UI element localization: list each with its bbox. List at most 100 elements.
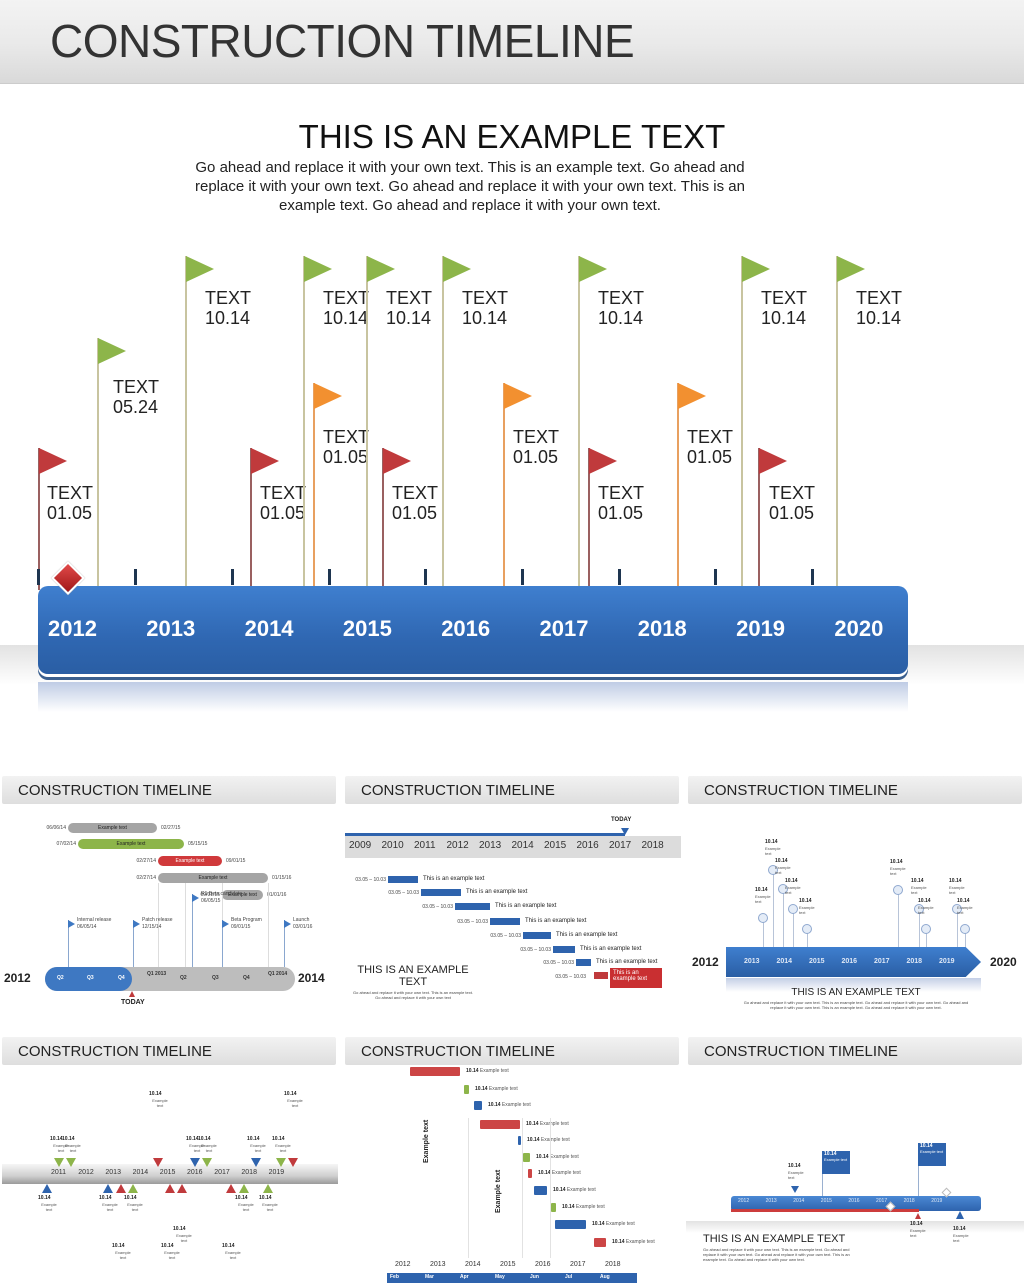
today-marker-icon bbox=[129, 991, 135, 997]
marker-down-icon bbox=[66, 1158, 76, 1167]
arrow-bar bbox=[726, 947, 981, 977]
guide-line bbox=[158, 883, 159, 973]
year-label: 2014 bbox=[511, 840, 534, 851]
gantt-bar bbox=[518, 1136, 521, 1145]
year-label: 2014 bbox=[776, 958, 793, 965]
month-label: Apr bbox=[460, 1274, 469, 1280]
flag-pole bbox=[578, 256, 580, 590]
callout-box: 10.14 Example text bbox=[822, 1151, 850, 1174]
guide-line bbox=[268, 883, 269, 973]
milestone-pole bbox=[68, 920, 69, 967]
marker-date: 10.14 bbox=[272, 1136, 285, 1142]
pin-text: Example text bbox=[911, 885, 927, 895]
row-range: 03.05 – 10.03 bbox=[520, 947, 551, 953]
pin-stem bbox=[926, 932, 927, 947]
flag-label: TEXT bbox=[47, 483, 94, 503]
gantt-bar bbox=[551, 1203, 556, 1212]
row-date: 10.14 bbox=[488, 1102, 502, 1108]
tick-mark bbox=[714, 569, 717, 585]
marker-date: 10.14 bbox=[284, 1091, 297, 1097]
gantt-bar bbox=[474, 1101, 482, 1110]
flag-green-icon bbox=[742, 256, 770, 282]
pin-text: Example text bbox=[918, 905, 934, 915]
marker-text: Example text bbox=[788, 1170, 804, 1180]
flag-pole bbox=[97, 338, 99, 590]
pin-circle-icon bbox=[788, 904, 798, 914]
milestone-flag-icon bbox=[68, 920, 75, 928]
year-label: 2013 bbox=[146, 616, 196, 641]
year-label: 2015 bbox=[820, 1198, 832, 1204]
year-label: 2018 bbox=[903, 1198, 915, 1204]
pin-text: Example text bbox=[765, 846, 781, 856]
marker-down-icon bbox=[202, 1158, 212, 1167]
milestone-date: 03/01/16 bbox=[293, 924, 313, 930]
flag-pole bbox=[366, 256, 368, 590]
marker-down-icon bbox=[791, 1186, 799, 1193]
callout-stem bbox=[822, 1171, 823, 1196]
pin-circle-icon bbox=[952, 904, 962, 914]
row-range: 03.05 – 10.03 bbox=[543, 960, 574, 966]
year-label: 2017 bbox=[874, 958, 890, 965]
marker-text: Example text bbox=[53, 1143, 69, 1153]
flag-orange-icon bbox=[504, 383, 532, 409]
row-date: 10.14 bbox=[562, 1204, 576, 1210]
thumb-heading: THIS IS AN EXAMPLE TEXT bbox=[357, 964, 469, 988]
row-text: Example text bbox=[549, 1154, 579, 1160]
thumbnail-year-gantt[interactable]: CONSTRUCTION TIMELINE TODAY 2009 2010 2011 2… bbox=[343, 772, 681, 1020]
month-label: Mar bbox=[425, 1274, 434, 1280]
year-label: 2016 bbox=[535, 1261, 551, 1268]
row-text: Example text bbox=[605, 1221, 635, 1227]
pin-text: Example text bbox=[949, 885, 965, 895]
marker-text: Example text bbox=[102, 1202, 118, 1212]
flag-red-icon bbox=[39, 448, 67, 474]
pin-circle-icon bbox=[960, 924, 970, 934]
row-text: This is an example text bbox=[423, 876, 485, 882]
pin-stem bbox=[807, 932, 808, 947]
year-label: 2013 bbox=[479, 840, 502, 851]
tick-mark bbox=[328, 569, 331, 585]
thumbnail-gantt-quarters[interactable]: CONSTRUCTION TIMELINE 06/06/14 Example te… bbox=[0, 772, 338, 1020]
pin-stem bbox=[793, 912, 794, 947]
flag-label: TEXT bbox=[513, 427, 560, 447]
flag-red-icon bbox=[251, 448, 279, 474]
guide-line bbox=[522, 1118, 523, 1258]
thumbnail-triangle-markers[interactable]: CONSTRUCTION TIMELINE 2011 2012 2013 2014 20… bbox=[0, 1033, 338, 1281]
milestone-flag-icon bbox=[192, 894, 199, 902]
thumbnail-arrow-pins[interactable]: CONSTRUCTION TIMELINE 2012 2020 2013 2014 20… bbox=[686, 772, 1024, 1020]
row-label: 10.14 Example text bbox=[527, 1137, 570, 1143]
gantt-bar: Example text bbox=[222, 890, 263, 900]
flag-date: 10.14 bbox=[323, 308, 369, 328]
marker-date: 10.14 bbox=[124, 1195, 137, 1201]
year-label: 2015 bbox=[544, 840, 567, 851]
gantt-bar bbox=[594, 1238, 606, 1247]
milestone-label: Internal release bbox=[77, 917, 112, 923]
marker-date: 10.14 bbox=[161, 1243, 174, 1249]
marker-date: 10.14 bbox=[198, 1136, 211, 1142]
row-label: 10.14 Example text bbox=[553, 1187, 596, 1193]
bar-start-date: 07/02/14 bbox=[56, 841, 76, 847]
pin-circle-icon bbox=[802, 924, 812, 934]
thumb-title: CONSTRUCTION TIMELINE bbox=[361, 1043, 555, 1060]
flag-label: TEXT bbox=[462, 288, 509, 308]
marker-date: 10.14 bbox=[149, 1091, 162, 1097]
year-label: 2019 bbox=[939, 958, 955, 965]
milestone-flag-icon bbox=[133, 920, 140, 928]
thumbnail-month-gantt[interactable]: CONSTRUCTION TIMELINE 10.14 Example text… bbox=[343, 1033, 681, 1283]
marker-text: Example text bbox=[65, 1143, 81, 1153]
flag-pole bbox=[185, 256, 187, 590]
callout-text: Example text bbox=[824, 1157, 848, 1162]
year-label: 2014 bbox=[132, 1169, 149, 1176]
flag-red-icon bbox=[383, 448, 411, 474]
year-label: 2017 bbox=[214, 1169, 230, 1176]
year-label: 2018 bbox=[641, 840, 664, 851]
thumbnail-callout-bar[interactable]: CONSTRUCTION TIMELINE 2012 2013 2014 2015 20… bbox=[686, 1033, 1024, 1283]
year-label: 2012 bbox=[738, 1198, 750, 1204]
tick-mark bbox=[231, 569, 234, 585]
year-label: 2020 bbox=[834, 616, 884, 641]
flag-green-icon bbox=[367, 256, 395, 282]
gantt-bar bbox=[523, 932, 551, 939]
gantt-bar bbox=[455, 903, 490, 910]
row-date: 10.14 bbox=[536, 1154, 550, 1160]
row-date: 10.14 bbox=[538, 1170, 552, 1176]
marker-date: 10.14 bbox=[247, 1136, 260, 1142]
